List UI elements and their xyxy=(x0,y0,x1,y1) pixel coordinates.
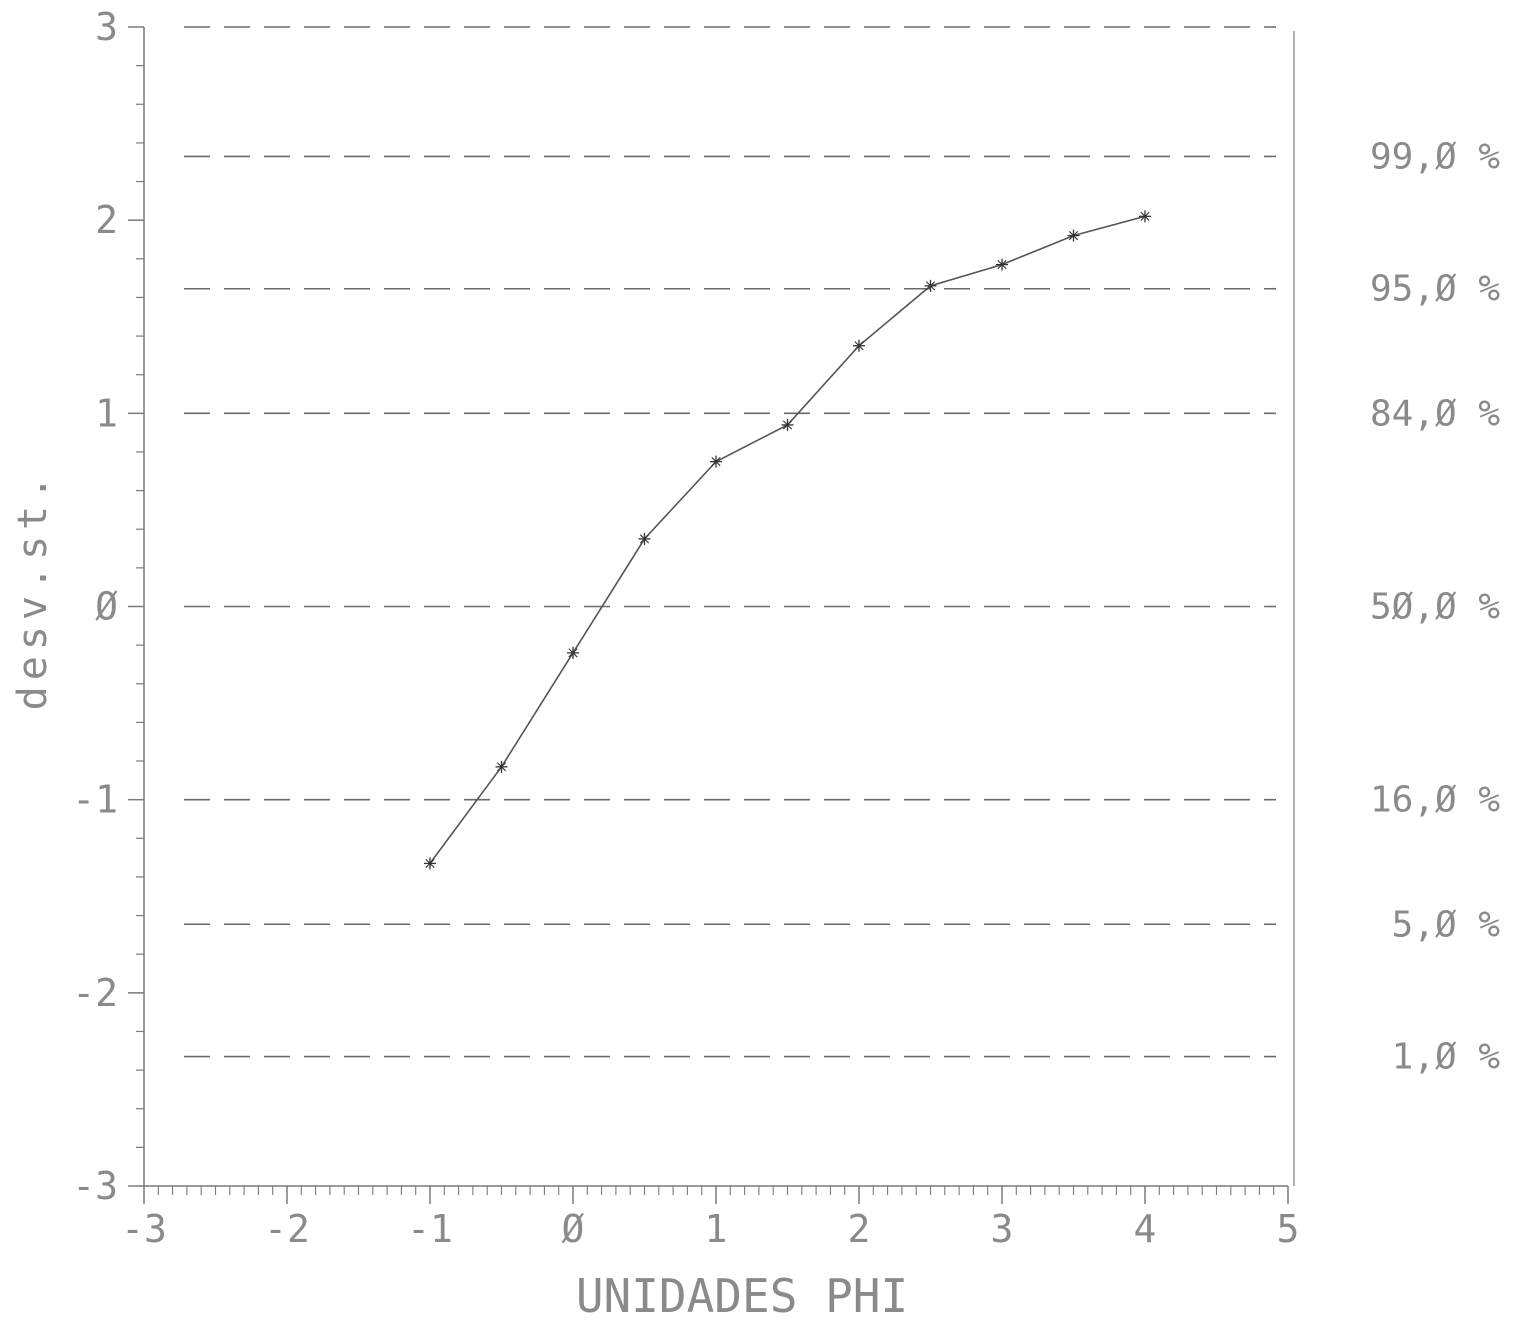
data-point xyxy=(495,760,508,773)
data-point xyxy=(1139,210,1151,223)
y-tick-label: 1 xyxy=(95,391,118,435)
percentile-label: 1,Ø % xyxy=(1392,1037,1501,1078)
marker-stroke xyxy=(425,858,435,869)
y-tick-label: 2 xyxy=(95,198,118,242)
y-tick-label: -3 xyxy=(72,1164,118,1208)
percentile-label: 5,Ø % xyxy=(1392,904,1501,945)
ticks-layer: -3 -2 -1 Ø 1 2 3 -3 -2 -1 Ø 1 2 3 4 5 xyxy=(72,5,1299,1251)
x-tick-label: 1 xyxy=(705,1207,728,1251)
marker-stroke xyxy=(1140,211,1150,221)
data-point xyxy=(638,532,651,545)
marker-stroke xyxy=(496,762,507,772)
marker-stroke xyxy=(568,648,578,658)
x-tick-label: -2 xyxy=(264,1207,310,1251)
x-tick-label: -1 xyxy=(407,1207,453,1251)
data-point xyxy=(781,418,794,431)
percentile-label: 99,Ø % xyxy=(1370,136,1500,177)
x-tick-label: 4 xyxy=(1134,1207,1157,1251)
y-axis-title: desv.st. xyxy=(10,470,56,711)
y-tick-label: 3 xyxy=(95,5,118,49)
y-tick-label: -1 xyxy=(72,778,118,822)
marker-stroke xyxy=(711,457,721,467)
percentile-label: 84,Ø % xyxy=(1370,393,1500,434)
reference-lines-layer: 99,Ø % 95,Ø % 84,Ø % 5Ø,Ø % 16,Ø % 5,Ø % 1,Ø % xyxy=(184,26,1501,1078)
x-tick-label: 2 xyxy=(848,1207,871,1251)
data-point xyxy=(853,339,865,352)
percentile-label: 95,Ø % xyxy=(1370,269,1500,310)
x-tick-label: -3 xyxy=(121,1207,167,1251)
data-point xyxy=(424,857,436,870)
marker-stroke xyxy=(1068,231,1079,241)
series-line xyxy=(429,215,1146,864)
percentile-label: 5Ø,Ø % xyxy=(1370,587,1500,628)
marker-stroke xyxy=(854,341,864,351)
percentile-label: 16,Ø % xyxy=(1370,780,1500,821)
marker-stroke xyxy=(925,281,936,291)
x-tick-label: 5 xyxy=(1277,1207,1300,1251)
marker-stroke xyxy=(997,260,1007,270)
y-tick-label: -2 xyxy=(72,971,118,1015)
x-axis-title: UNIDADES PHI xyxy=(576,1269,908,1321)
data-point xyxy=(996,258,1008,271)
x-tick-label: Ø xyxy=(562,1207,585,1251)
y-tick-label: Ø xyxy=(95,585,118,629)
series-layer xyxy=(424,210,1151,870)
data-point xyxy=(1067,229,1080,242)
x-tick-label: 3 xyxy=(991,1207,1014,1251)
marker-stroke xyxy=(782,420,793,430)
data-point xyxy=(567,646,579,659)
marker-stroke xyxy=(639,534,650,544)
data-point xyxy=(710,455,722,468)
data-point xyxy=(924,279,937,292)
